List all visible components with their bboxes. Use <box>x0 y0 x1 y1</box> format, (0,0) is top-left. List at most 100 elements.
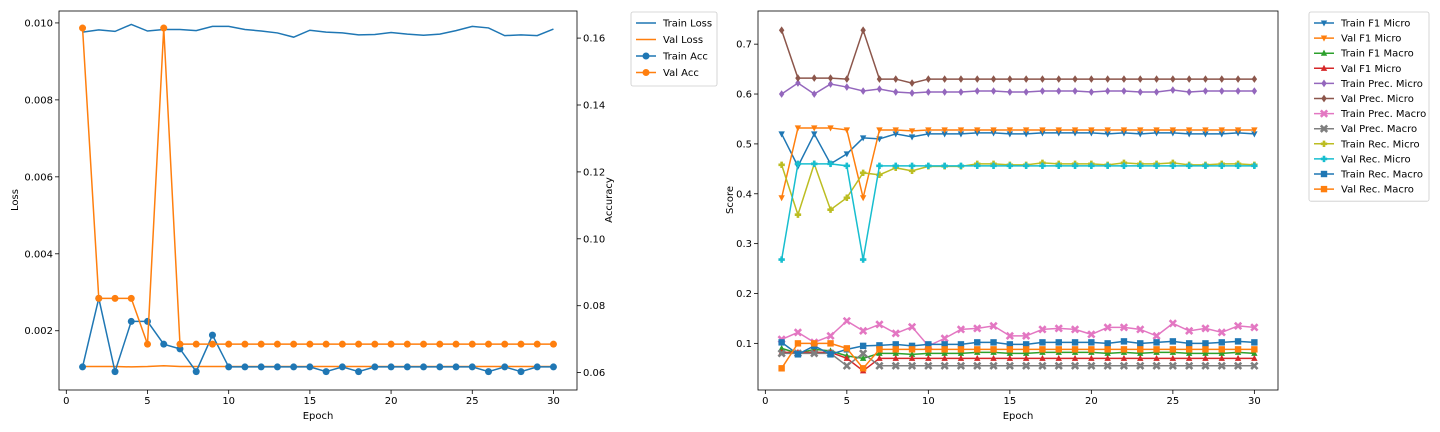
data-point-val-f1-micro <box>1088 127 1095 134</box>
series-train-acc <box>79 294 557 376</box>
legend-label: Train Rec. Micro <box>1340 139 1420 150</box>
data-point-val-f1-micro <box>843 127 851 134</box>
legend-marker <box>642 69 650 76</box>
data-point-train-prec-micro <box>827 80 834 88</box>
data-point-val-rec-micro <box>1169 162 1177 170</box>
data-point-train-prec-micro <box>1251 87 1258 95</box>
data-point-train-acc <box>501 363 509 371</box>
data-point-val-rec-micro <box>876 162 883 170</box>
data-point-val-f1-micro <box>925 127 932 134</box>
data-point-train-rec-macro <box>990 339 997 346</box>
x-tick-label: 10 <box>222 396 235 407</box>
data-point-train-f1-macro <box>859 354 867 361</box>
data-point-val-rec-macro <box>1120 346 1128 353</box>
score-chart: 0 5 10 15 20 25 30 0.1 0.2 0.3 0.4 0.5 0.6 0.7 Epoch… <box>725 10 1430 422</box>
data-point-val-f1-micro <box>778 195 785 202</box>
data-point-train-acc <box>468 363 476 371</box>
loss-accuracy-legend: Train Loss Val Loss Train Acc Val Acc <box>630 11 718 87</box>
data-point-val-prec-macro <box>1022 361 1031 370</box>
data-point-val-f1-micro <box>1055 354 1062 361</box>
data-point-train-rec-macro <box>1071 339 1079 346</box>
data-point-train-rec-macro <box>827 351 834 358</box>
data-point-val-prec-micro <box>1072 75 1078 83</box>
data-point-val-f1-micro <box>1120 354 1128 361</box>
data-point-train-prec-macro <box>826 331 835 341</box>
score-y-axis-label: Score <box>725 186 736 214</box>
data-point-val-f1-micro <box>876 354 883 361</box>
data-point-val-acc <box>436 340 444 348</box>
data-point-train-rec-macro <box>1202 340 1209 347</box>
data-point-train-prec-micro <box>811 90 817 98</box>
data-point-val-prec-macro <box>1217 361 1226 370</box>
data-point-val-acc <box>192 340 200 348</box>
data-point-train-prec-macro <box>1054 324 1063 333</box>
score-legend: Train F1 Micro Val F1 Micro Train F1 Macro… <box>1308 11 1430 202</box>
data-point-val-rec-micro <box>811 160 818 168</box>
x-tick-label: 15 <box>1003 396 1016 407</box>
data-point-val-rec-micro <box>1022 162 1030 170</box>
x-tick-label: 30 <box>1248 396 1261 407</box>
data-point-val-rec-macro <box>843 345 851 352</box>
data-point-train-acc <box>322 368 330 376</box>
series-val-loss <box>82 365 554 368</box>
data-point-val-rec-micro <box>843 162 851 170</box>
data-point-train-acc <box>517 368 525 376</box>
data-point-train-prec-micro <box>1039 87 1046 95</box>
data-point-val-f1-micro <box>1169 354 1177 361</box>
data-point-train-f1-micro <box>957 131 965 138</box>
data-point-val-prec-macro <box>907 361 917 370</box>
data-point-val-f1-micro <box>941 354 948 361</box>
data-point-val-acc <box>143 340 151 348</box>
data-point-val-f1-micro <box>1218 127 1225 134</box>
data-point-val-rec-macro <box>892 346 899 353</box>
data-point-val-rec-micro <box>957 162 965 170</box>
data-point-train-acc <box>273 363 281 371</box>
data-point-train-prec-micro <box>1056 87 1062 95</box>
data-point-val-f1-micro <box>925 354 932 361</box>
data-point-train-prec-macro <box>1022 331 1031 341</box>
data-point-val-rec-macro <box>876 346 883 353</box>
data-point-val-rec-macro <box>827 340 834 347</box>
data-point-train-f1-micro <box>778 131 785 138</box>
data-point-train-prec-macro <box>793 328 803 337</box>
data-point-val-prec-micro <box>958 75 964 83</box>
data-point-val-prec-macro <box>1233 361 1243 370</box>
data-point-train-acc <box>436 363 444 371</box>
data-point-val-prec-macro <box>777 349 786 358</box>
data-point-train-prec-macro <box>1136 325 1145 334</box>
data-point-val-prec-micro <box>795 74 801 82</box>
legend-label: Train F1 Macro <box>1340 49 1414 60</box>
data-point-train-f1-macro <box>1202 349 1209 356</box>
data-point-val-prec-micro <box>974 75 980 83</box>
data-point-train-f1-macro <box>1218 349 1225 356</box>
data-point-val-acc <box>452 340 460 348</box>
data-point-val-prec-macro <box>1185 361 1194 370</box>
data-point-train-prec-macro <box>940 334 949 343</box>
data-point-val-acc <box>176 340 184 348</box>
data-point-train-acc <box>225 363 233 371</box>
data-point-val-acc <box>290 340 298 348</box>
series-val-prec-micro-5 <box>778 26 1258 87</box>
data-point-train-rec-macro <box>925 341 932 348</box>
data-point-train-f1-macro <box>1137 349 1144 356</box>
loss-y-tick-label: 0.008 <box>24 95 53 106</box>
data-point-val-f1-micro <box>876 127 883 134</box>
data-point-train-rec-macro <box>1169 338 1177 345</box>
data-point-train-f1-macro <box>876 349 883 356</box>
series-line-val-loss <box>82 365 554 368</box>
data-point-train-f1-macro <box>941 349 948 356</box>
data-point-val-f1-micro <box>974 354 981 361</box>
series-val-f1-micro-1 <box>778 125 1258 202</box>
data-point-train-acc <box>371 363 379 371</box>
data-point-val-rec-macro <box>1071 346 1079 353</box>
legend-item-val-rec-micro-9: Val Rec. Micro <box>1314 154 1411 165</box>
legend-item-train-rec-micro-8: Train Rec. Micro <box>1314 139 1420 150</box>
data-point-train-prec-micro <box>1121 87 1127 95</box>
data-point-val-rec-macro <box>794 340 802 347</box>
data-point-train-f1-micro <box>941 131 948 138</box>
data-point-val-f1-micro <box>974 127 981 134</box>
data-point-train-prec-macro <box>859 326 868 336</box>
x-tick-label: 20 <box>1085 396 1098 407</box>
data-point-train-f1-micro <box>1137 131 1144 138</box>
